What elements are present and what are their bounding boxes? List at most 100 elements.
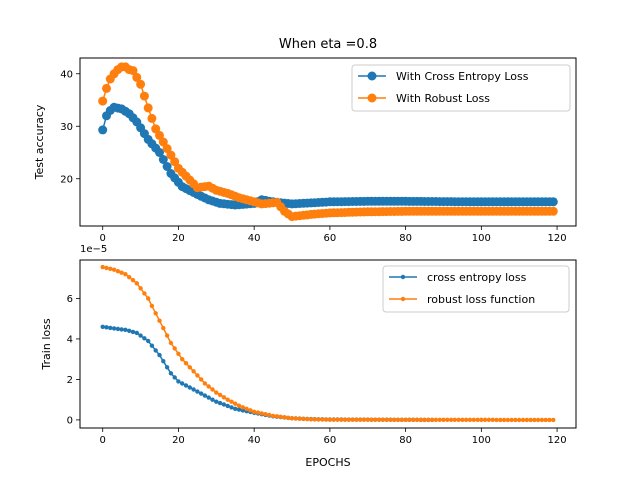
data-point [134, 330, 139, 336]
data-point [172, 346, 177, 351]
data-point [411, 417, 416, 422]
accuracy-axes-frame [79, 57, 577, 227]
data-point [399, 417, 404, 422]
data-point [539, 417, 545, 423]
data-point [505, 417, 510, 423]
x-tick-label: 0 [100, 233, 106, 244]
data-point [437, 417, 442, 422]
data-point [146, 296, 151, 301]
y-tick-label: 40 [60, 69, 73, 80]
y-axis-label-loss: Train loss [40, 318, 53, 370]
data-point [293, 416, 298, 421]
data-point [161, 359, 166, 364]
chart-title: When eta =0.8 [279, 37, 377, 52]
data-point [168, 340, 174, 346]
data-point [108, 266, 113, 271]
data-point [316, 417, 321, 422]
data-point [263, 412, 268, 417]
legend-marker-ce [367, 71, 377, 81]
data-point [282, 415, 287, 420]
data-point [236, 407, 242, 412]
data-point [426, 417, 431, 422]
data-point [187, 365, 192, 370]
data-point [464, 417, 469, 422]
data-point [429, 417, 435, 422]
data-point [233, 401, 238, 406]
data-point [149, 343, 155, 348]
data-point [535, 417, 541, 423]
data-point [221, 402, 227, 407]
data-point [214, 390, 219, 395]
data-point [217, 392, 223, 398]
data-point [255, 410, 261, 415]
data-point [142, 336, 147, 341]
data-point [543, 417, 548, 423]
data-point [202, 393, 208, 398]
data-point [418, 417, 423, 422]
data-point [305, 416, 310, 422]
data-point [147, 113, 157, 123]
data-point [312, 417, 317, 422]
data-point [127, 275, 132, 280]
data-point [509, 417, 514, 423]
legend-marker-robust-loss [400, 296, 406, 302]
data-point [183, 361, 189, 366]
loss-subplot: 1e−5 Train loss EPOCHS 0 20 40 60 80 100 120 0 2… [40, 244, 577, 469]
data-point [339, 417, 344, 422]
data-point [176, 351, 181, 356]
accuracy-ticks: 0 20 40 60 80 100 120 20 30 40 [60, 69, 566, 244]
data-point [452, 417, 457, 422]
y-tick-label: 0 [67, 415, 73, 426]
data-point [433, 417, 439, 422]
data-point [475, 417, 480, 422]
data-point [323, 417, 329, 422]
data-point [111, 267, 117, 272]
data-point [471, 417, 476, 422]
data-point [384, 417, 389, 422]
data-point [229, 399, 234, 404]
data-point [130, 278, 136, 283]
data-point [153, 348, 158, 353]
data-point [210, 397, 215, 402]
data-point [111, 326, 117, 331]
loss-legend: cross entropy loss robust loss function [382, 265, 570, 313]
data-point [240, 405, 245, 410]
data-point [395, 417, 401, 422]
data-point [278, 414, 283, 419]
data-point [183, 383, 189, 388]
data-point [445, 417, 450, 422]
y-tick-label: 30 [60, 122, 73, 133]
x-tick-label: 20 [172, 435, 185, 446]
data-point [202, 381, 208, 386]
data-point [244, 406, 249, 411]
data-point [248, 408, 253, 413]
data-point [187, 385, 192, 390]
data-point [342, 417, 348, 422]
data-point [376, 417, 382, 422]
data-point [199, 391, 204, 396]
data-point [115, 326, 121, 332]
x-tick-label: 100 [472, 435, 491, 446]
data-point [104, 325, 109, 330]
data-point [274, 414, 280, 419]
x-tick-label: 80 [399, 435, 412, 446]
x-tick-label: 120 [548, 435, 567, 446]
data-point [422, 417, 427, 422]
data-point [335, 417, 340, 422]
data-point [388, 417, 393, 422]
legend-marker-robust [367, 93, 377, 103]
data-point [199, 377, 204, 382]
data-point [151, 124, 161, 134]
x-tick-label: 60 [324, 435, 337, 446]
data-point [346, 417, 351, 422]
data-point [327, 417, 333, 422]
data-point [139, 91, 149, 101]
accuracy-subplot: When eta =0.8 Test accuracy 0 20 40 60 80 100… [33, 37, 577, 244]
data-point [142, 291, 147, 296]
y-axis-label: Test accuracy [33, 104, 46, 180]
loss-series [100, 264, 556, 423]
data-point [143, 103, 153, 113]
data-point [132, 72, 142, 82]
x-tick-label: 80 [399, 233, 412, 244]
x-tick-label: 120 [548, 233, 567, 244]
